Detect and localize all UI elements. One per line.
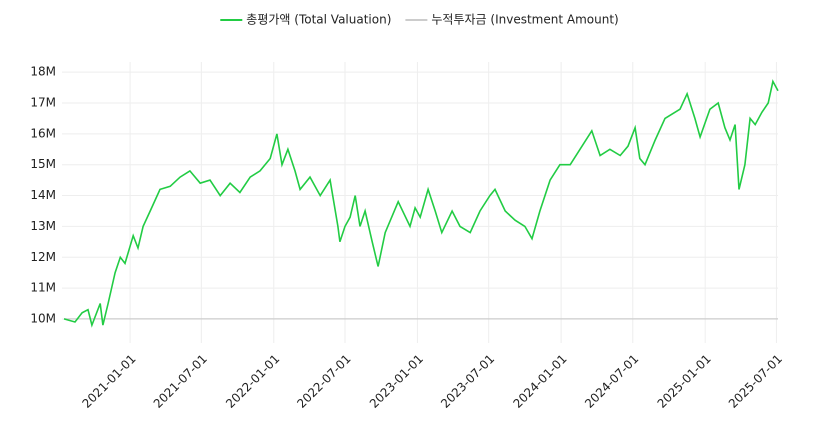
legend-label: 누적투자금 (Investment Amount): [431, 13, 618, 27]
y-tick-label: 14M: [30, 188, 56, 202]
y-tick-label: 16M: [30, 126, 56, 140]
series-line: [63, 79, 779, 328]
y-tick-label: 13M: [30, 219, 56, 233]
y-tick-label: 17M: [30, 96, 56, 110]
legend-label: 총평가액 (Total Valuation): [246, 13, 391, 27]
y-tick-label: 10M: [30, 311, 56, 325]
legend: 총평가액 (Total Valuation) 누적투자금 (Investment …: [220, 13, 619, 27]
y-tick-label: 18M: [30, 65, 56, 79]
y-tick-label: 12M: [30, 250, 56, 264]
y-tick-label: 15M: [30, 157, 56, 171]
y-tick-label: 11M: [30, 281, 56, 295]
